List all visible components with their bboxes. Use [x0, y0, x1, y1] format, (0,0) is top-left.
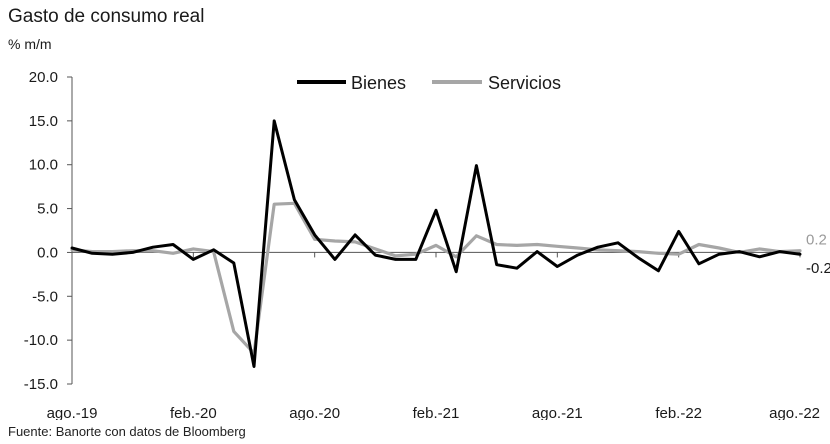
x-tick-label: feb.-22: [655, 405, 702, 420]
series-line-bienes: [70, 119, 802, 368]
y-tick-label: 0.0: [37, 244, 58, 261]
series-line-servicios: [70, 201, 802, 355]
source-note: Fuente: Banorte con datos de Bloomberg: [8, 424, 246, 439]
legend-label-bienes: Bienes: [351, 73, 406, 93]
chart-title: Gasto de consumo real: [8, 6, 205, 27]
y-tick-label: -5.0: [32, 288, 58, 305]
x-tick-label: ago.-20: [289, 405, 340, 420]
end-label-servicios: 0.2: [806, 232, 827, 249]
y-axis-unit-label: % m/m: [8, 36, 52, 52]
line-chart: 20.0 15.0 10.0 5.0 0.0 -5.0 -10.0 -15.0 ago.-19…: [24, 69, 830, 420]
legend: Bienes Servicios: [297, 73, 561, 93]
end-label-bienes: -0.2: [806, 260, 830, 277]
x-tick-label: ago.-21: [532, 405, 583, 420]
y-tick-label: 5.0: [37, 201, 58, 218]
y-tick-label: -15.0: [24, 376, 58, 393]
legend-label-servicios: Servicios: [488, 73, 561, 93]
series-lines: [70, 119, 802, 368]
y-tick-label: 20.0: [29, 69, 58, 86]
y-axis-tick-labels: 20.0 15.0 10.0 5.0 0.0 -5.0 -10.0 -15.0: [24, 69, 58, 393]
x-tick-label: ago.-22: [769, 405, 820, 420]
series-end-labels: -0.2 0.2: [806, 232, 830, 278]
y-tick-label: 10.0: [29, 157, 58, 174]
x-axis-tick-labels: ago.-19 feb.-20 ago.-20 feb.-21 ago.-21 feb.-…: [47, 405, 820, 420]
x-tick-label: feb.-20: [170, 405, 217, 420]
x-tick-label: feb.-21: [413, 405, 460, 420]
y-tick-label: 15.0: [29, 113, 58, 130]
y-tick-label: -10.0: [24, 332, 58, 349]
x-tick-label: ago.-19: [47, 405, 98, 420]
axes: [67, 76, 801, 385]
